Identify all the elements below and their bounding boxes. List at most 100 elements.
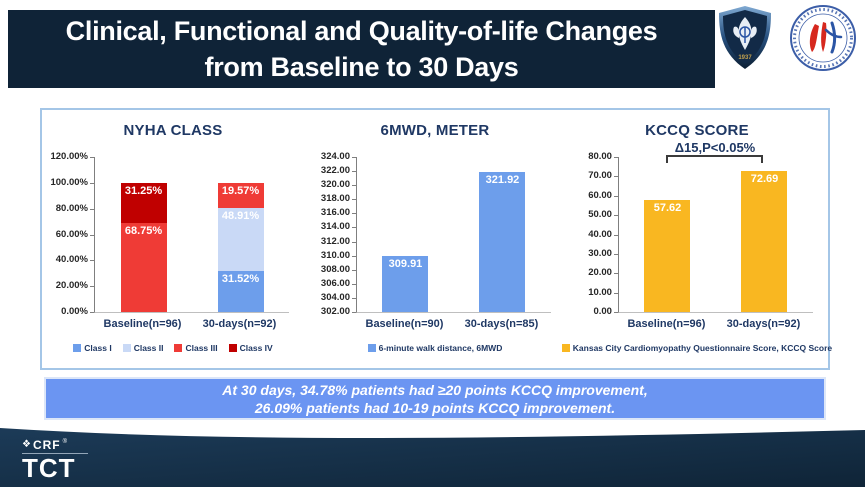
registered-mark: ® xyxy=(62,439,68,445)
y-tick-label: 100.00% xyxy=(50,176,88,188)
bar-segment: 321.92 xyxy=(479,171,526,312)
bar-value-label: 309.91 xyxy=(388,258,423,271)
y-tick-label: 40.00 xyxy=(588,228,612,240)
y-tick-mark xyxy=(351,312,356,313)
legend-swatch xyxy=(228,344,237,352)
legend-item: 6-minute walk distance, 6MWD xyxy=(367,343,503,353)
chart-legend: 6-minute walk distance, 6MWD xyxy=(304,343,566,353)
bar-slot: 72.69 xyxy=(716,157,813,312)
summary-banner: At 30 days, 34.78% patients had ≥20 poin… xyxy=(44,377,826,420)
y-tick-label: 310.00 xyxy=(320,249,350,261)
legend-label: 6-minute walk distance, 6MWD xyxy=(378,343,503,353)
x-axis-labels: Baseline(n=96) 30-days(n=92) xyxy=(94,318,288,330)
bar-value-label: 72.69 xyxy=(750,173,779,186)
bar-segment: 309.91 xyxy=(382,256,429,312)
y-tick-label: 324.00 xyxy=(320,151,350,162)
y-tick-mark xyxy=(90,182,94,184)
chart-title: 6MWD, METER xyxy=(380,122,490,139)
y-tick-label: 80.00 xyxy=(588,151,612,162)
legend-label: Class II xyxy=(133,343,164,353)
y-tick-label: 322.00 xyxy=(320,165,350,177)
shield-year-text: 1937 xyxy=(738,55,752,61)
y-tick-mark xyxy=(90,260,94,262)
y-tick-mark xyxy=(90,312,94,313)
slide-title-line2: from Baseline to 30 Days xyxy=(204,52,519,82)
bars-container: 57.62 72.69 xyxy=(619,157,813,312)
bar-Baseline(n=96): 68.75% 31.25% xyxy=(120,182,167,312)
bar-value-label: 31.52% xyxy=(221,273,260,286)
bar-slot: 68.75% 31.25% xyxy=(95,157,192,312)
legend-swatch xyxy=(122,344,131,352)
bars-container: 68.75% 31.25% 31.52% 48.91% 19.57% xyxy=(95,157,289,312)
y-tick-label: 316.00 xyxy=(320,207,350,219)
bar-value-label: 57.62 xyxy=(653,202,682,215)
chart-legend: Kansas City Cardiomyopathy Questionnaire… xyxy=(561,343,832,353)
y-tick-label: 40.00% xyxy=(55,254,88,266)
y-tick-label: 60.00 xyxy=(588,189,612,201)
y-tick-mark xyxy=(613,273,618,275)
y-tick-mark xyxy=(613,253,618,255)
legend-swatch xyxy=(174,344,183,352)
bar-30-days(n=92): 72.69 xyxy=(741,171,788,312)
chart-6mwd: 6MWD, METER 324.00 322.00 320.00 318.00 316.… xyxy=(304,110,566,368)
y-tick-label: 0.00% xyxy=(61,306,88,317)
chart-title: NYHA CLASS xyxy=(123,122,223,139)
plot-area: 57.62 72.69 xyxy=(617,157,813,313)
legend-swatch xyxy=(367,344,376,352)
bar-slot: 31.52% 48.91% 19.57% xyxy=(192,157,289,312)
x-axis-labels: Baseline(n=90) 30-days(n=85) xyxy=(356,318,550,330)
y-tick-label: 20.00 xyxy=(588,267,612,279)
y-tick-mark xyxy=(351,171,356,173)
summary-banner-line2: 26.09% patients had 10-19 points KCCQ im… xyxy=(254,399,616,416)
significance-annotation: Δ15,P<0.05% xyxy=(674,140,756,155)
legend-item: Kansas City Cardiomyopathy Questionnaire… xyxy=(561,343,833,353)
bar-segment: 57.62 xyxy=(644,200,691,312)
hospital-shield-logo-icon: 1937 xyxy=(719,6,771,69)
y-tick-label: 10.00 xyxy=(588,286,612,298)
y-tick-label: 312.00 xyxy=(320,235,350,247)
x-axis-label: 30-days(n=92) xyxy=(726,318,801,330)
bar-value-label: 31.25% xyxy=(124,184,163,197)
y-tick-label: 70.00 xyxy=(588,170,612,182)
y-tick-label: 314.00 xyxy=(320,221,350,233)
bar-segment: 31.25% xyxy=(120,182,167,224)
charts-panel: NYHA CLASS 120.00% 100.00% 80.00% 60.00% 40.… xyxy=(40,108,832,370)
y-tick-mark xyxy=(613,157,618,158)
crf-tct-logo: ❖ CRF ® TCT xyxy=(22,438,88,482)
bars-container: 309.91 321.92 xyxy=(357,157,551,312)
y-tick-label: 80.00% xyxy=(55,202,88,214)
bar-value-label: 19.57% xyxy=(221,184,260,197)
y-tick-label: 318.00 xyxy=(320,193,350,205)
bar-30-days(n=92): 31.52% 48.91% 19.57% xyxy=(217,182,264,312)
y-tick-mark xyxy=(613,292,618,294)
bar-segment: 19.57% xyxy=(217,182,264,209)
y-tick-mark xyxy=(351,241,356,243)
crf-diamond-icon: ❖ xyxy=(22,439,31,450)
x-axis-label: Baseline(n=96) xyxy=(627,318,706,330)
y-tick-mark xyxy=(351,227,356,229)
legend-item: Class II xyxy=(122,343,164,353)
y-tick-label: 0.00 xyxy=(593,306,612,317)
legend-label: Kansas City Cardiomyopathy Questionnaire… xyxy=(572,343,833,353)
legend-swatch xyxy=(561,344,570,352)
y-tick-mark xyxy=(90,234,94,236)
chart-legend: Class I Class II Class III Class IV xyxy=(42,343,304,353)
y-tick-label: 308.00 xyxy=(320,263,350,275)
y-tick-mark xyxy=(351,199,356,201)
bar-segment: 72.69 xyxy=(741,171,788,312)
slide-title-line1: Clinical, Functional and Quality-of-life… xyxy=(65,16,658,46)
bar-slot: 57.62 xyxy=(619,157,716,312)
y-tick-mark xyxy=(351,185,356,187)
legend-label: Class IV xyxy=(239,343,273,353)
bar-30-days(n=85): 321.92 xyxy=(479,171,526,312)
bar-Baseline(n=90): 309.91 xyxy=(382,256,429,312)
legend-item: Class I xyxy=(73,343,112,353)
y-tick-mark xyxy=(351,157,356,158)
y-tick-mark xyxy=(613,234,618,236)
y-tick-label: 302.00 xyxy=(320,306,350,317)
y-tick-mark xyxy=(351,283,356,285)
chart-nyha-class: NYHA CLASS 120.00% 100.00% 80.00% 60.00% 40.… xyxy=(42,110,304,368)
x-axis-label: Baseline(n=90) xyxy=(365,318,444,330)
slide-title-bar: Clinical, Functional and Quality-of-life… xyxy=(8,10,715,88)
bar-Baseline(n=96): 57.62 xyxy=(644,200,691,312)
